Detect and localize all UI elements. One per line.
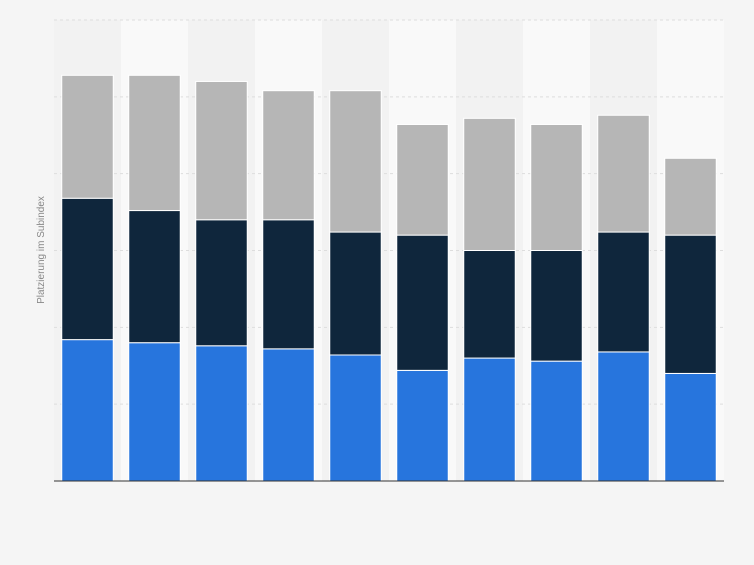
bar-segment[interactable] [597, 231, 650, 353]
bar-segment[interactable] [262, 348, 315, 482]
bar-segment[interactable] [262, 90, 315, 221]
bars [61, 74, 717, 482]
bar-segment[interactable] [396, 123, 449, 236]
bar-segment[interactable] [530, 360, 583, 482]
bar-segment[interactable] [128, 74, 181, 212]
y-axis-title: Platzierung im Subindex [36, 196, 47, 304]
bar-segment[interactable] [329, 90, 382, 233]
bar-segment[interactable] [664, 234, 717, 374]
bar-segment[interactable] [61, 197, 114, 341]
bar-segment[interactable] [128, 210, 181, 344]
bar-segment[interactable] [195, 219, 248, 347]
bar-segment[interactable] [463, 117, 516, 251]
bar-segment[interactable] [329, 354, 382, 482]
bar-segment[interactable] [463, 250, 516, 359]
bar-segment[interactable] [195, 345, 248, 482]
bar-segment[interactable] [530, 250, 583, 362]
bar-segment[interactable] [530, 123, 583, 251]
bar-segment[interactable] [597, 114, 650, 233]
bar-segment[interactable] [128, 342, 181, 482]
bar-segment[interactable] [463, 357, 516, 482]
bar-segment[interactable] [396, 369, 449, 482]
bar-segment[interactable] [597, 351, 650, 482]
bar-segment[interactable] [262, 219, 315, 350]
bar-segment[interactable] [195, 80, 248, 221]
bar-segment[interactable] [664, 372, 717, 482]
bar-segment[interactable] [329, 231, 382, 356]
bar-segment[interactable] [396, 234, 449, 371]
bar-segment[interactable] [61, 339, 114, 482]
bar-segment[interactable] [61, 74, 114, 199]
bar-segment[interactable] [664, 157, 717, 236]
